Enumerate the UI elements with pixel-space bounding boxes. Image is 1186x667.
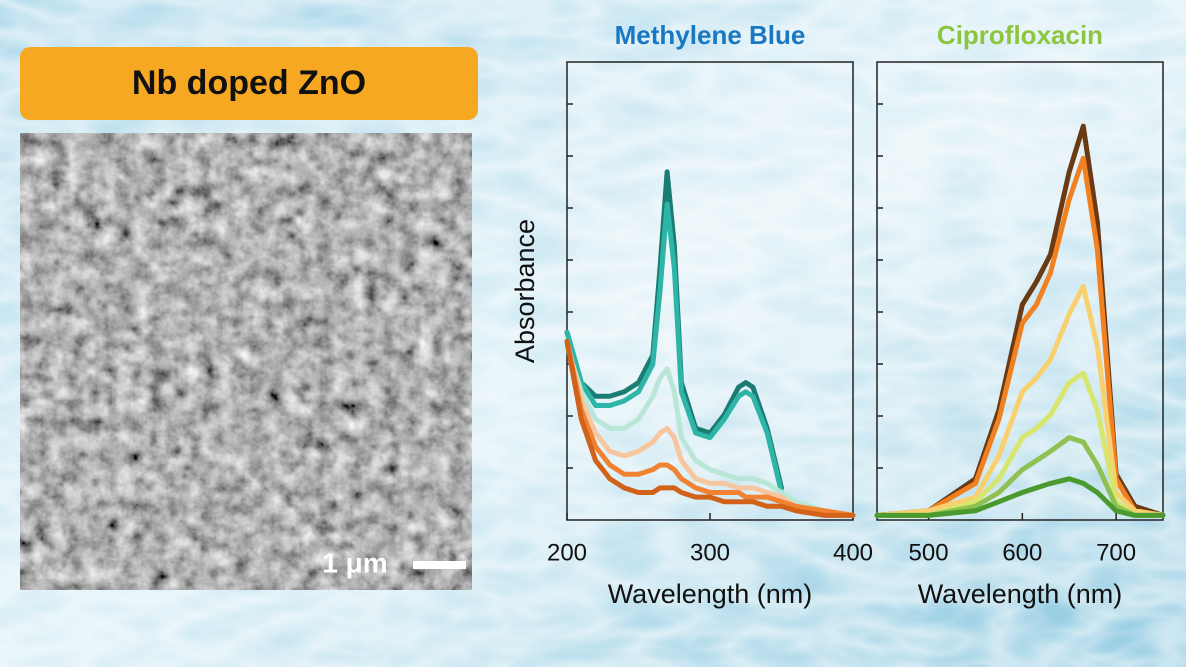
x-tick-label: 500 — [909, 539, 949, 566]
scale-bar-label: 1 μm — [322, 547, 387, 578]
plot-area — [876, 61, 1164, 521]
plot-area — [566, 61, 854, 521]
x-tick-label: 300 — [690, 539, 730, 566]
chart-title: Ciprofloxacin — [937, 20, 1103, 50]
sample-label: Nb doped ZnO — [132, 64, 366, 102]
spectrum-line — [564, 338, 856, 518]
x-tick-label: 700 — [1096, 539, 1136, 566]
label-box — [20, 47, 478, 120]
x-tick-label: 400 — [833, 539, 873, 566]
x-tick-label: 200 — [547, 539, 587, 566]
spectrum-line — [564, 338, 856, 518]
chart-title: Methylene Blue — [615, 20, 806, 50]
y-axis-label: Absorbance — [510, 219, 540, 363]
x-axis-label: Wavelength (nm) — [608, 579, 813, 609]
x-axis-label: Wavelength (nm) — [918, 579, 1123, 609]
spectrum-line — [564, 343, 856, 518]
x-tick-label: 600 — [1002, 539, 1042, 566]
sem-image — [20, 133, 472, 590]
spectrum-line — [564, 338, 856, 518]
spectrum-line — [564, 201, 784, 495]
spectrum-line — [564, 169, 784, 491]
spectrum-line — [874, 476, 1166, 518]
scale-bar — [413, 561, 466, 569]
spectrum-line — [874, 435, 1166, 518]
